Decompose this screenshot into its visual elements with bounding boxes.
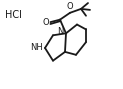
Text: N: N (58, 27, 64, 36)
Text: HCl: HCl (5, 10, 22, 20)
Text: NH: NH (30, 44, 43, 53)
Text: O: O (67, 2, 73, 11)
Text: O: O (42, 18, 49, 27)
